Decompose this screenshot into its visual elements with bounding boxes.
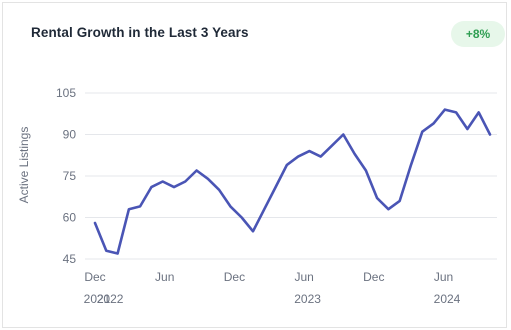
y-axis-ticks: 45 60 75 90 105 — [56, 86, 76, 266]
y-tick-label: 90 — [63, 128, 77, 142]
gridlines — [85, 92, 497, 260]
x-tick-month-label: Dec — [363, 270, 384, 284]
chart-card: Rental Growth in the Last 3 Years +8% — [2, 2, 507, 328]
y-axis-label: Active Listings — [17, 127, 31, 204]
x-tick-month-label: Jun — [294, 270, 313, 284]
x-tick-month-label: Jun — [155, 270, 174, 284]
y-tick-label: 105 — [56, 86, 76, 100]
x-tick-year-label: 2023 — [294, 292, 321, 306]
y-tick-label: 60 — [63, 211, 77, 225]
series-line — [93, 108, 492, 255]
x-tick-year-label: 2022 — [97, 292, 124, 306]
y-tick-label: 75 — [63, 169, 77, 183]
x-tick-month-label: Dec — [84, 270, 105, 284]
x-tick-month-label: Jun — [434, 270, 453, 284]
x-tick-month-label: Dec — [224, 270, 245, 284]
y-tick-label: 45 — [63, 252, 77, 266]
growth-badge: +8% — [451, 21, 505, 47]
x-tick-year-label: 2024 — [434, 292, 461, 306]
x-tick-year-label: 2021 — [84, 292, 111, 306]
chart-title: Rental Growth in the Last 3 Years — [31, 25, 249, 40]
